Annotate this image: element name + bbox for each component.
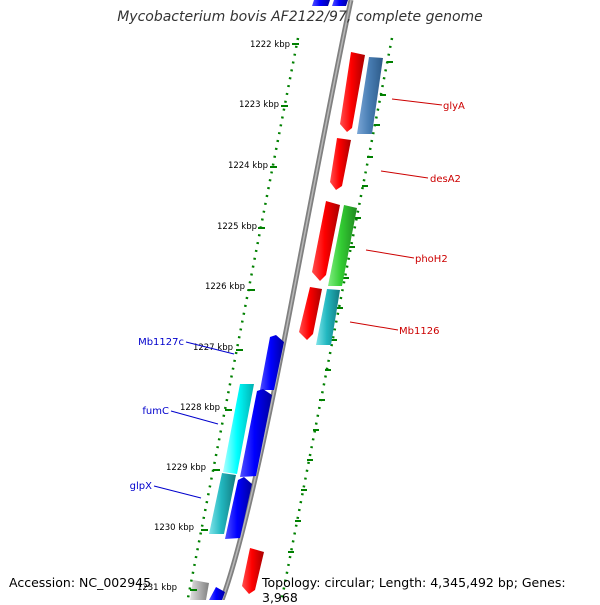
- tick-label: 1231 kbp: [137, 583, 177, 593]
- gene-desA2: [330, 138, 351, 190]
- tick-label: 1225 kbp: [217, 222, 257, 232]
- minor-ticks: [288, 61, 393, 553]
- gene-glpX-teal: [209, 473, 236, 534]
- outer-track-guide: [280, 37, 394, 599]
- genome-summary-text: Topology: circular; Length: 4,345,492 bp…: [262, 575, 566, 605]
- gene-phoH2-forward: [312, 201, 340, 281]
- gene-label-fumC: fumC: [142, 406, 169, 417]
- gene-label-desA2: desA2: [430, 174, 461, 185]
- tick-label: 1222 kbp: [250, 40, 290, 50]
- map-title: Mycobacterium bovis AF2122/97, complete …: [117, 9, 483, 25]
- gene-phoH2-green: [328, 205, 357, 286]
- tick-label: 1229 kbp: [166, 463, 206, 473]
- gene-glpX-blue: [225, 477, 252, 539]
- gene-bottom-blue: [209, 587, 225, 600]
- gene-Mb1126-teal: [316, 289, 340, 345]
- gene-label-phoH2: phoH2: [415, 254, 448, 265]
- gene-glyA-forward: [340, 52, 365, 132]
- gene-labels: glyA desA2 phoH2 Mb1126 Mb1127c fumC glp…: [130, 101, 465, 492]
- tick-label: 1226 kbp: [205, 282, 245, 292]
- gene-top-partial: [312, 0, 330, 6]
- label-leaders: [153, 98, 443, 499]
- gene-label-Mb1127c: Mb1127c: [138, 337, 184, 348]
- accession-text: Accession: NC_002945: [9, 575, 152, 590]
- gene-glyA-steel: [357, 57, 383, 134]
- gene-Mb1127c: [260, 335, 284, 390]
- tick-label: 1230 kbp: [154, 523, 194, 533]
- tick-label: 1227 kbp: [193, 343, 233, 353]
- tick-label: 1223 kbp: [239, 100, 279, 110]
- gene-fumC-blue: [240, 389, 272, 477]
- gene-bottom-red: [242, 548, 264, 594]
- gene-bottom-grey: [190, 580, 209, 600]
- gene-fumC-cyan: [223, 384, 254, 474]
- gene-Mb1126-forward: [299, 287, 322, 340]
- gene-label-glpX: glpX: [130, 481, 152, 492]
- gene-label-Mb1126: Mb1126: [399, 326, 439, 337]
- backbone-highlight: [221, 0, 352, 600]
- major-ticks: 1222 kbp 1223 kbp 1224 kbp 1225 kbp 1226…: [137, 40, 299, 593]
- tick-label: 1228 kbp: [180, 403, 220, 413]
- genes: [190, 0, 383, 600]
- gene-top-partial: [332, 0, 348, 6]
- gene-label-glyA: glyA: [443, 101, 465, 112]
- tick-label: 1224 kbp: [228, 161, 268, 171]
